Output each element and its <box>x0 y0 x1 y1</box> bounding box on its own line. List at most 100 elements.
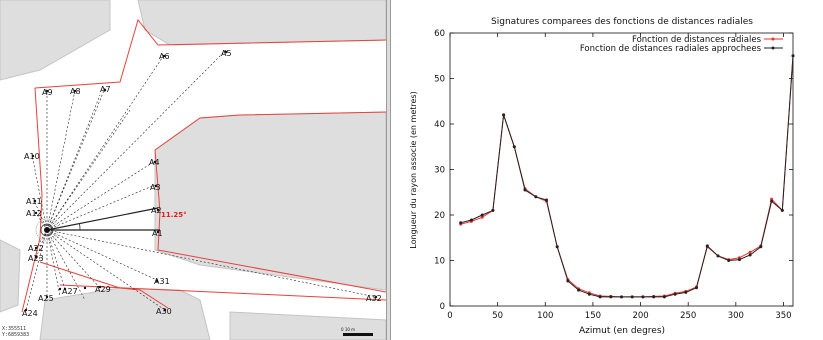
x-tick-label: 100 <box>537 311 553 321</box>
series-point-1 <box>609 295 613 299</box>
label-A7: A7 <box>100 85 111 94</box>
street-outline <box>21 18 387 313</box>
label-A22: A22 <box>28 244 44 253</box>
label-A8: A8 <box>70 87 81 96</box>
chart-title: Signatures comparees des fonctions de di… <box>491 17 753 27</box>
legend-marker-radiales <box>771 37 775 41</box>
series-point-1 <box>673 292 677 296</box>
label-A27: A27 <box>62 287 78 296</box>
x-tick-label: 300 <box>728 311 744 321</box>
radial-distance-chart: Signatures comparees des fonctions de di… <box>409 17 795 336</box>
series-point-1 <box>716 254 720 258</box>
y-axis-label: Longueur du rayon associe (en metres) <box>409 91 418 248</box>
label-A3: A3 <box>150 183 161 192</box>
building-top-right <box>137 0 387 46</box>
series-point-1 <box>512 145 516 149</box>
x-tick-label: 0 <box>447 311 452 321</box>
series-point-1 <box>577 288 581 292</box>
series-point-1 <box>695 286 698 290</box>
label-A24: A24 <box>22 309 38 318</box>
series-point-1 <box>748 253 752 257</box>
series-point-1 <box>523 188 527 192</box>
label-A12: A12 <box>26 209 42 218</box>
series-point-0 <box>748 250 752 254</box>
series-point-1 <box>791 54 795 58</box>
series-point-1 <box>641 295 645 299</box>
series-point-0 <box>770 197 774 201</box>
x-axis: 0 50 100 150 200 250 300 350 <box>447 33 792 321</box>
x-tick-label: 50 <box>492 311 503 321</box>
y-tick-label: 60 <box>434 29 445 39</box>
series-point-1 <box>534 195 538 199</box>
label-A9: A9 <box>42 88 53 97</box>
legend: Fonction de distances radiales Fonction … <box>580 35 783 54</box>
label-A25: A25 <box>38 294 54 303</box>
building-bottom-left <box>0 239 21 313</box>
y-tick-label: 30 <box>434 166 445 176</box>
label-A30: A30 <box>156 307 172 316</box>
series-point-1 <box>759 245 763 249</box>
y-axis: 0 10 20 30 40 50 60 <box>434 29 793 312</box>
building-blocks <box>0 0 387 340</box>
series-point-1 <box>459 221 463 225</box>
legend-marker-approchees <box>771 46 775 50</box>
label-A1: A1 <box>152 229 163 238</box>
legend-label-approchees: Fonction de distances radiales approchee… <box>580 44 762 54</box>
series-point-1 <box>770 199 774 203</box>
y-tick-label: 50 <box>434 75 445 85</box>
series-point-1 <box>502 113 506 117</box>
legend-label-radiales: Fonction de distances radiales <box>632 35 762 45</box>
series-point-0 <box>480 215 484 219</box>
label-A2: A2 <box>151 206 162 215</box>
x-tick-label: 200 <box>632 311 648 321</box>
origin-marker[interactable] <box>35 218 59 242</box>
scale-bar: 0 10 m <box>341 327 373 336</box>
label-A5: A5 <box>221 49 232 58</box>
series-point-1 <box>598 295 602 299</box>
y-tick-label: 40 <box>434 120 445 130</box>
label-A29: A29 <box>95 285 111 294</box>
series-point-1 <box>727 259 731 262</box>
series-point-1 <box>652 295 656 299</box>
x-axis-label: Azimut (en degres) <box>579 326 665 336</box>
point-markers <box>24 50 378 312</box>
series-point-1 <box>662 295 666 299</box>
series-point-1 <box>491 208 495 212</box>
panel-divider[interactable] <box>386 0 391 340</box>
series-point-1 <box>620 295 623 299</box>
radial-rays <box>25 49 377 311</box>
series-point-1 <box>780 208 784 212</box>
coord-x-readout: X:355511 <box>2 326 27 332</box>
series-point-1 <box>480 213 484 217</box>
series-layer <box>459 54 795 299</box>
map-canvas[interactable]: A5 A6 A7 A8 A9 A10 A11 A12 A22 A23 A24 A… <box>0 0 390 340</box>
map-view[interactable]: A5 A6 A7 A8 A9 A10 A11 A12 A22 A23 A24 A… <box>0 0 390 340</box>
series-point-1 <box>684 290 688 294</box>
label-A4: A4 <box>149 158 160 167</box>
label-A32: A32 <box>366 294 382 303</box>
y-tick-label: 20 <box>434 211 445 221</box>
label-A23: A23 <box>28 254 44 263</box>
series-line-1 <box>460 55 794 298</box>
series-point-1 <box>566 279 570 283</box>
angle-label: 11.25° <box>161 211 187 219</box>
building-right-large <box>154 111 387 291</box>
series-point-1 <box>587 292 591 296</box>
label-A10: A10 <box>24 152 40 161</box>
series-point-1 <box>469 218 473 222</box>
y-tick-label: 10 <box>434 257 445 267</box>
x-tick-label: 350 <box>775 311 791 321</box>
building-top-left <box>0 0 111 81</box>
x-tick-label: 150 <box>585 311 601 321</box>
series-point-1 <box>737 258 741 262</box>
y-tick-label: 0 <box>440 302 445 312</box>
svg-text:0 10 m: 0 10 m <box>341 327 355 332</box>
series-point-1 <box>705 244 709 248</box>
angle-indicator <box>46 207 160 231</box>
label-A11: A11 <box>26 197 42 206</box>
series-point-1 <box>630 295 634 299</box>
x-tick-label: 250 <box>680 311 696 321</box>
plot-frame <box>449 32 794 307</box>
chart-panel: Signatures comparees des fonctions de di… <box>391 0 823 340</box>
coord-y-readout: Y:6859383 <box>2 332 30 338</box>
